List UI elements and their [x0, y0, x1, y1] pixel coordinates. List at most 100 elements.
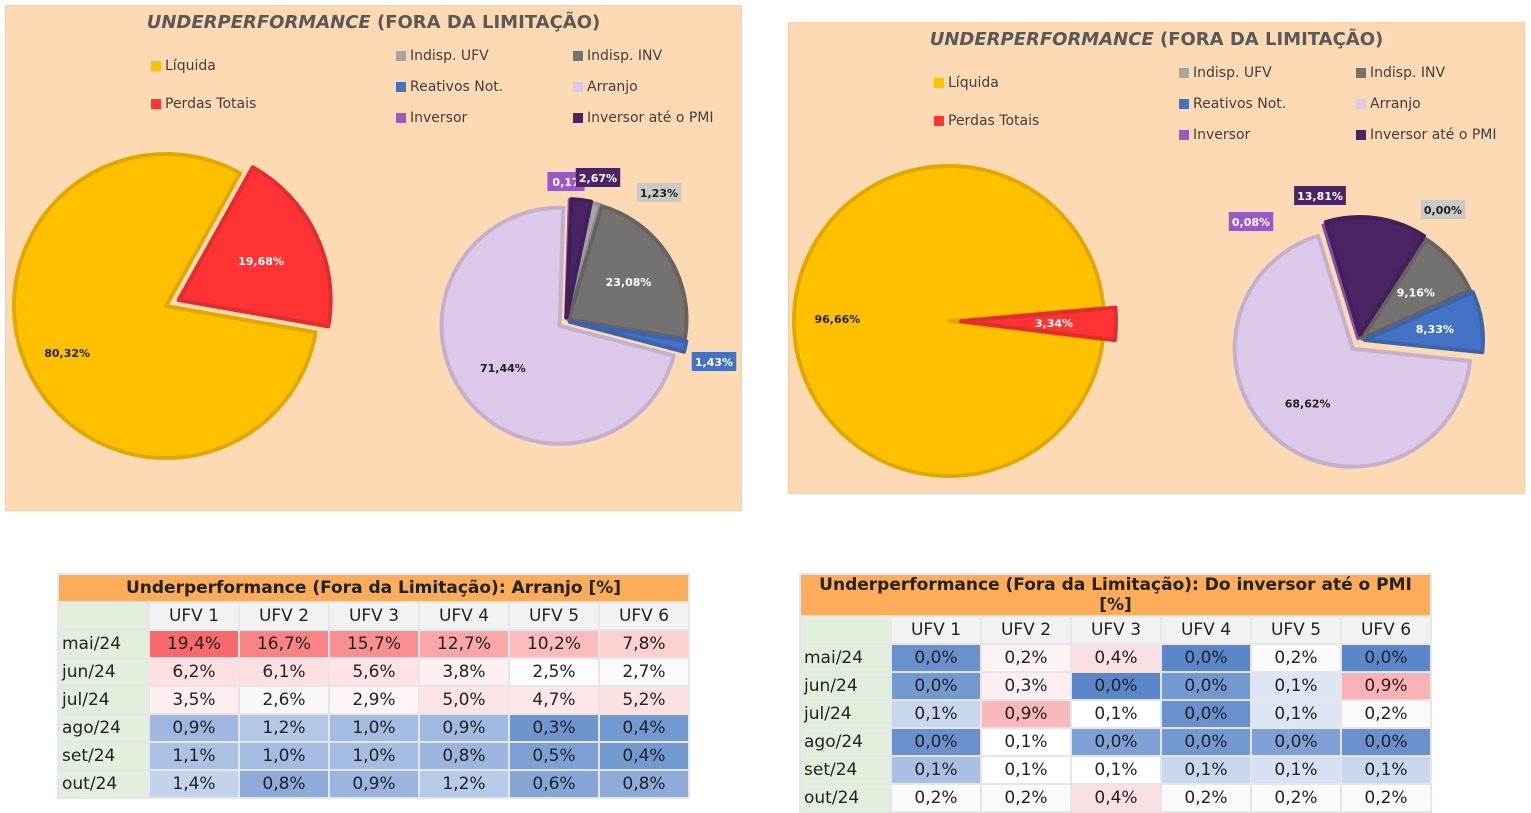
table-row: set/24 0,1% 0,1% 0,1% 0,1% 0,1% 0,1%: [799, 755, 1432, 785]
legend-item-indisp-ufv[interactable]: Indisp. UFV: [396, 48, 489, 64]
table-cell: 6,1%: [238, 657, 330, 687]
legend-item-indisp-inv[interactable]: Indisp. INV: [1356, 65, 1445, 81]
row-label: jun/24: [799, 671, 892, 701]
main_pie-slice-liquida[interactable]: [12, 152, 318, 460]
data-label-indisp-ufv: 0,00%: [1424, 204, 1462, 217]
loss_pie-slice-indisp-inv[interactable]: [1360, 237, 1472, 341]
table-cell: 0,3%: [508, 713, 600, 743]
data-label-reativos-not: 1,43%: [695, 356, 733, 369]
column-header: UFV 4: [1160, 615, 1252, 645]
table-cell: 15,7%: [328, 629, 420, 659]
legend-swatch: [151, 99, 161, 109]
table-cell: 6,2%: [148, 657, 240, 687]
legend-label: Líquida: [948, 75, 999, 91]
column-header: UFV 6: [1340, 615, 1432, 645]
legend-label: Reativos Not.: [410, 79, 504, 95]
loss_pie-slice-reativos-not[interactable]: [1362, 290, 1485, 355]
legend-swatch: [396, 82, 406, 92]
chart-panel-right: UNDERPERFORMANCE (FORA DA LIMITAÇÃO) Líqu…: [788, 22, 1525, 494]
table-cell: 1,2%: [238, 713, 330, 743]
table-cell: 0,1%: [980, 727, 1072, 757]
table-cell: 0,8%: [598, 769, 690, 799]
loss_pie-slice-arranjo[interactable]: [439, 205, 676, 446]
table-cell: 0,0%: [1160, 727, 1252, 757]
table-cell: 0,4%: [598, 741, 690, 771]
data-label-inversor-ate-o-pmi: 13,81%: [1297, 190, 1343, 203]
loss_pie-slice-indisp-inv[interactable]: [566, 204, 689, 341]
legend-label: Reativos Not.: [1193, 96, 1287, 112]
data-label-inversor: 0,08%: [1232, 216, 1270, 229]
loss_pie-slice-inversor[interactable]: [1321, 223, 1361, 341]
row-label: ago/24: [57, 713, 150, 743]
legend-item-reativos-not[interactable]: Reativos Not.: [396, 79, 503, 95]
table-cell: 0,0%: [890, 671, 982, 701]
chart-title-italic: UNDERPERFORMANCE: [146, 12, 371, 33]
legend-item-inversor-ate-o-pmi[interactable]: Inversor até o PMI: [573, 110, 714, 126]
legend-item-inversor[interactable]: Inversor: [396, 110, 467, 126]
data-label-inversor: 0,17: [552, 176, 579, 189]
legend-label: Indisp. INV: [587, 48, 663, 64]
main_pie-slice-liquida[interactable]: [792, 164, 1106, 478]
data-label-box: [691, 352, 737, 371]
table-cell: 5,2%: [598, 685, 690, 715]
table-inversor-pmi: Underperformance (Fora da Limitação): Do…: [799, 573, 1432, 813]
table-cell: 0,0%: [1160, 699, 1252, 729]
table-row: out/24 1,4% 0,8% 0,9% 1,2% 0,6% 0,8%: [57, 769, 690, 799]
table-row: jun/24 6,2% 6,1% 5,6% 3,8% 2,5% 2,7%: [57, 657, 690, 687]
table-cell: 0,4%: [1070, 783, 1162, 813]
legend-item-inversor[interactable]: Inversor: [1179, 127, 1250, 143]
column-header: UFV 1: [890, 615, 982, 645]
table-cell: 0,2%: [1160, 783, 1252, 813]
legend-item-liquida[interactable]: Líquida: [151, 58, 216, 74]
chart-title: UNDERPERFORMANCE (FORA DA LIMITAÇÃO): [6, 12, 741, 33]
legend-item-liquida[interactable]: Líquida: [934, 75, 999, 91]
table-cell: 0,2%: [1340, 699, 1432, 729]
legend-label: Inversor até o PMI: [587, 110, 714, 126]
data-label-box: [636, 183, 682, 202]
table-cell: 0,9%: [418, 713, 510, 743]
table-row: mai/24 19,4% 16,7% 15,7% 12,7% 10,2% 7,8%: [57, 629, 690, 659]
legend-item-arranjo[interactable]: Arranjo: [1356, 96, 1421, 112]
legend-swatch: [396, 51, 406, 61]
legend-label: Indisp. UFV: [1193, 65, 1272, 81]
legend-swatch: [573, 82, 583, 92]
legend-label: Inversor: [1193, 127, 1251, 143]
legend-item-arranjo[interactable]: Arranjo: [573, 79, 638, 95]
legend-item-indisp-ufv[interactable]: Indisp. UFV: [1179, 65, 1272, 81]
row-label: out/24: [799, 783, 892, 813]
table-cell: 0,0%: [1340, 727, 1432, 757]
main_pie-slice-perdas-totais[interactable]: [176, 165, 333, 329]
data-label-box: [1420, 200, 1466, 219]
table-cell: 19,4%: [148, 629, 240, 659]
legend-swatch: [1179, 99, 1189, 109]
main_pie-slice-perdas-totais[interactable]: [958, 305, 1118, 343]
table-title: Underperformance (Fora da Limitação): Do…: [799, 573, 1432, 617]
legend-item-perdas-totais[interactable]: Perdas Totais: [151, 96, 256, 112]
loss_pie-slice-inversor-ate-o-pmi[interactable]: [1323, 215, 1427, 338]
legend-item-inversor-ate-o-pmi[interactable]: Inversor até o PMI: [1356, 127, 1497, 143]
legend-swatch: [151, 61, 161, 71]
legend-label: Inversor: [410, 110, 468, 126]
chart-title: UNDERPERFORMANCE (FORA DA LIMITAÇÃO): [789, 29, 1524, 50]
column-header: UFV 2: [980, 615, 1072, 645]
table-cell: 0,2%: [890, 783, 982, 813]
table-cell: 0,2%: [1250, 643, 1342, 673]
chart-title-rest: (FORA DA LIMITAÇÃO): [1153, 29, 1384, 50]
loss_pie-slice-reativos-not[interactable]: [567, 319, 689, 354]
table-cell: 0,0%: [890, 643, 982, 673]
row-label: mai/24: [799, 643, 892, 673]
row-label: set/24: [57, 741, 150, 771]
table-cell: 5,6%: [328, 657, 420, 687]
legend-item-perdas-totais[interactable]: Perdas Totais: [934, 113, 1039, 129]
legend-swatch: [396, 113, 406, 123]
pie-charts: 96,66% 3,34% 0,00% 9,16% 8,33% 68,62% 0,08% 13,…: [792, 164, 1485, 478]
legend-item-reativos-not[interactable]: Reativos Not.: [1179, 96, 1286, 112]
legend-label: Indisp. UFV: [410, 48, 489, 64]
loss_pie-slice-inversor-ate-o-pmi[interactable]: [564, 197, 594, 320]
data-label-perdas-totais: 3,34%: [1035, 317, 1073, 330]
table-cell: 0,1%: [890, 699, 982, 729]
legend-item-indisp-inv[interactable]: Indisp. INV: [573, 48, 662, 64]
table-cell: 0,1%: [980, 755, 1072, 785]
table-cell: 12,7%: [418, 629, 510, 659]
loss_pie-slice-arranjo[interactable]: [1232, 233, 1473, 469]
